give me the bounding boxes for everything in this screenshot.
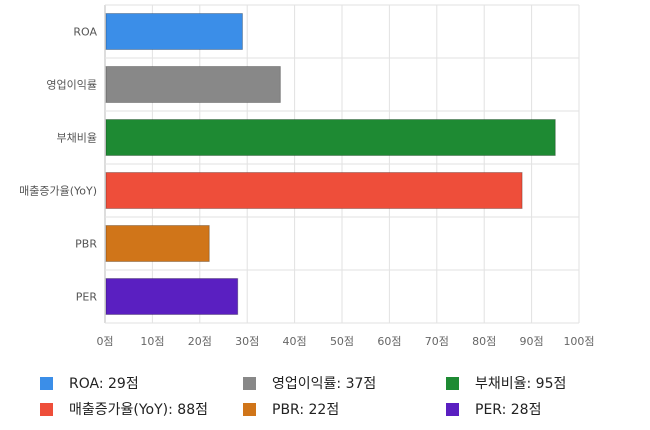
- legend-label: 부채비율: 95점: [475, 376, 567, 392]
- legend-label: 영업이익률: 37점: [272, 376, 377, 392]
- category-label: PBR: [75, 238, 97, 251]
- category-label: 매출증가율(YoY): [19, 185, 97, 198]
- legend-item[interactable]: PBR: 22점: [243, 398, 339, 420]
- legend-label: ROA: 29점: [69, 376, 139, 392]
- legend-swatch: [40, 402, 53, 416]
- bar-3[interactable]: [105, 172, 523, 209]
- category-label: 영업이익률: [46, 79, 97, 92]
- x-tick-label: 10점: [140, 335, 164, 348]
- legend-item[interactable]: 부채비율: 95점: [446, 372, 566, 394]
- legend-item[interactable]: 매출증가율(YoY): 88점: [40, 398, 208, 420]
- legend-swatch: [446, 402, 459, 416]
- legend-label: PBR: 22점: [272, 402, 340, 418]
- legend-label: PER: 28점: [475, 402, 542, 418]
- legend-swatch: [446, 376, 459, 390]
- category-label: PER: [76, 291, 98, 304]
- category-label: ROA: [73, 26, 97, 39]
- x-tick-labels: 0점 10점 20점 30점 40점 50점 60점 70점 80점 90점 100점: [96, 335, 594, 348]
- legend-item[interactable]: PER: 28점: [446, 398, 541, 420]
- x-tick-label: 60점: [377, 335, 401, 348]
- grid-lines: [104, 4, 580, 324]
- x-tick-label: 50점: [330, 335, 354, 348]
- legend-swatch: [243, 402, 256, 416]
- legend-item[interactable]: ROA: 29점: [40, 372, 139, 394]
- x-tick-label: 80점: [472, 335, 496, 348]
- x-tick-label: 40점: [283, 335, 307, 348]
- x-tick-label: 30점: [235, 335, 259, 348]
- x-tick-label: 100점: [563, 335, 594, 348]
- x-tick-label: 70점: [425, 335, 449, 348]
- bars: [105, 13, 556, 315]
- bar-5[interactable]: [105, 278, 239, 315]
- bar-2[interactable]: [105, 119, 556, 156]
- bar-0[interactable]: [105, 13, 243, 50]
- x-tick-label: 90점: [520, 335, 544, 348]
- x-tick-label: 20점: [188, 335, 212, 348]
- legend-item[interactable]: 영업이익률: 37점: [243, 372, 376, 394]
- legend-swatch: [40, 376, 53, 390]
- legend-label: 매출증가율(YoY): 88점: [69, 402, 208, 418]
- legend-swatch: [243, 376, 256, 390]
- category-label: 부채비율: [57, 132, 97, 145]
- bar-1[interactable]: [105, 66, 281, 103]
- x-tick-label: 0점: [96, 335, 113, 348]
- bar-4[interactable]: [105, 225, 210, 262]
